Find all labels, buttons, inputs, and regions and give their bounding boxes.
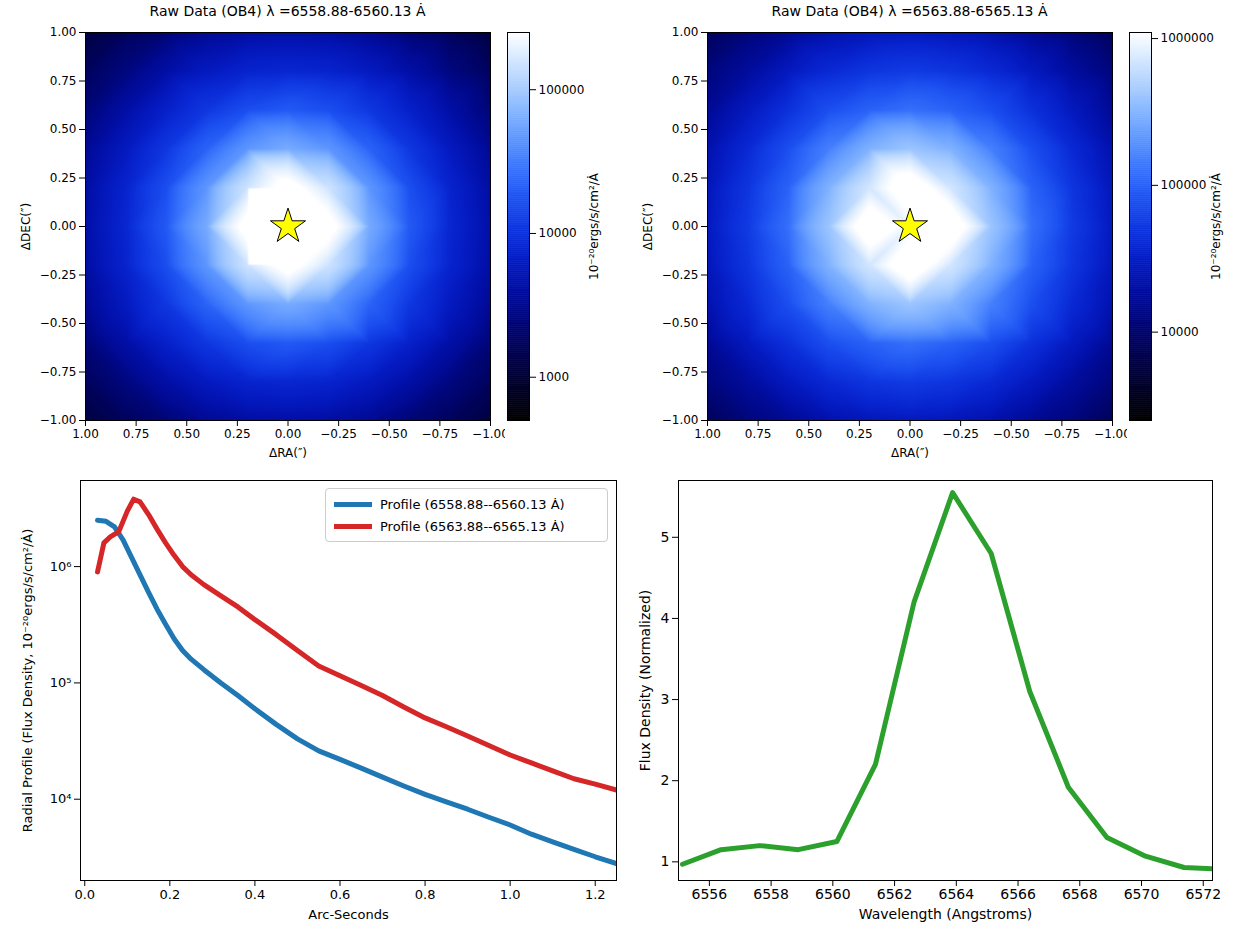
svg-text:1000000: 1000000	[1161, 31, 1214, 45]
svg-text:−1.00: −1.00	[662, 413, 699, 427]
svg-text:0.25: 0.25	[50, 171, 77, 185]
html-text:Profile (6558.88--6560.13 Ȧ): Profile (6558.88--6560.13 Ȧ)	[380, 496, 565, 512]
svg-text:−0.50: −0.50	[662, 316, 699, 330]
svg-text:100000: 100000	[1161, 178, 1207, 192]
svg-text:−0.25: −0.25	[320, 427, 357, 441]
svg-text:1.2: 1.2	[585, 887, 606, 902]
svg-text:0.50: 0.50	[50, 122, 77, 136]
svg-text:1.00: 1.00	[72, 427, 99, 441]
svg-text:6570: 6570	[1124, 886, 1160, 902]
svg-text:10000: 10000	[539, 226, 577, 240]
svg-text:6556: 6556	[692, 886, 728, 902]
svg-text:−1.00: −1.00	[40, 413, 77, 427]
svg-text:ΔDEC(″): ΔDEC(″)	[19, 203, 33, 250]
svg-text:6560: 6560	[815, 886, 851, 902]
svg-text:0.6: 0.6	[330, 887, 351, 902]
svg-text:Wavelength (Angstroms): Wavelength (Angstroms)	[859, 906, 1033, 922]
svg-text:0.8: 0.8	[415, 887, 436, 902]
svg-text:10⁵: 10⁵	[50, 675, 72, 690]
svg-text:6572: 6572	[1185, 886, 1221, 902]
svg-text:−1.00: −1.00	[472, 427, 505, 441]
svg-text:−0.25: −0.25	[942, 427, 979, 441]
svg-text:−0.75: −0.75	[1043, 427, 1080, 441]
svg-text:0.75: 0.75	[672, 74, 699, 88]
svg-text:100000: 100000	[539, 83, 585, 97]
svg-text:Radial Profile (Flux Density,: Radial Profile (Flux Density, 10⁻²⁰ergs/…	[20, 529, 35, 833]
svg-text:4: 4	[661, 610, 670, 626]
svg-text:ΔRA(″): ΔRA(″)	[269, 446, 307, 460]
svg-text:−0.25: −0.25	[40, 268, 77, 282]
svg-text:10⁻²⁰ergs/s/cm²/Ȧ: 10⁻²⁰ergs/s/cm²/Ȧ	[586, 172, 601, 280]
svg-text:0.2: 0.2	[159, 887, 180, 902]
svg-text:6562: 6562	[877, 886, 913, 902]
svg-text:0.00: 0.00	[672, 219, 699, 233]
svg-text:0.00: 0.00	[275, 427, 302, 441]
html-text:Profile (6563.88--6565.13 Ȧ): Profile (6563.88--6565.13 Ȧ)	[380, 518, 565, 534]
svg-text:1.00: 1.00	[694, 427, 721, 441]
svg-text:0.4: 0.4	[245, 887, 266, 902]
svg-text:1.00: 1.00	[50, 25, 77, 39]
svg-text:−0.50: −0.50	[371, 427, 408, 441]
svg-text:ΔRA(″): ΔRA(″)	[891, 446, 929, 460]
svg-text:0.00: 0.00	[50, 219, 77, 233]
html-text:Raw Data (OB4) λ =6563.88-6565: Raw Data (OB4) λ =6563.88-6565.13 Ȧ	[771, 3, 1048, 19]
svg-text:−0.75: −0.75	[40, 365, 77, 379]
svg-text:0.25: 0.25	[224, 427, 251, 441]
svg-text:−0.50: −0.50	[993, 427, 1030, 441]
svg-text:0.75: 0.75	[50, 74, 77, 88]
svg-text:ΔDEC(″): ΔDEC(″)	[641, 203, 655, 250]
svg-text:6558: 6558	[753, 886, 789, 902]
svg-text:3: 3	[661, 691, 670, 707]
svg-text:−0.25: −0.25	[662, 268, 699, 282]
svg-text:10000: 10000	[1161, 325, 1199, 339]
svg-text:6566: 6566	[1000, 886, 1036, 902]
svg-text:−0.75: −0.75	[662, 365, 699, 379]
svg-text:6564: 6564	[938, 886, 974, 902]
svg-text:10⁴: 10⁴	[50, 791, 72, 806]
svg-text:0.75: 0.75	[123, 427, 150, 441]
svg-text:1000: 1000	[539, 370, 570, 384]
svg-text:0.00: 0.00	[897, 427, 924, 441]
svg-text:0.25: 0.25	[846, 427, 873, 441]
svg-text:0.0: 0.0	[74, 887, 95, 902]
svg-text:0.50: 0.50	[795, 427, 822, 441]
html-text:Raw Data (OB4) λ =6558.88-6560: Raw Data (OB4) λ =6558.88-6560.13 Ȧ	[149, 3, 426, 19]
svg-text:10⁶: 10⁶	[50, 559, 72, 574]
svg-text:5: 5	[661, 529, 670, 545]
svg-text:10⁻²⁰ergs/s/cm²/Ȧ: 10⁻²⁰ergs/s/cm²/Ȧ	[1208, 172, 1223, 280]
svg-text:Flux Density (Normalized): Flux Density (Normalized)	[637, 590, 653, 772]
svg-text:0.25: 0.25	[672, 171, 699, 185]
svg-text:1: 1	[661, 853, 670, 869]
svg-text:6568: 6568	[1062, 886, 1098, 902]
svg-text:2: 2	[661, 772, 670, 788]
svg-text:0.50: 0.50	[672, 122, 699, 136]
svg-text:0.75: 0.75	[745, 427, 772, 441]
svg-text:1.00: 1.00	[672, 25, 699, 39]
svg-text:−0.50: −0.50	[40, 316, 77, 330]
svg-text:−1.00: −1.00	[1094, 427, 1127, 441]
svg-text:1.0: 1.0	[500, 887, 521, 902]
svg-text:Arc-Seconds: Arc-Seconds	[308, 907, 389, 922]
svg-text:−0.75: −0.75	[421, 427, 458, 441]
svg-text:0.50: 0.50	[173, 427, 200, 441]
